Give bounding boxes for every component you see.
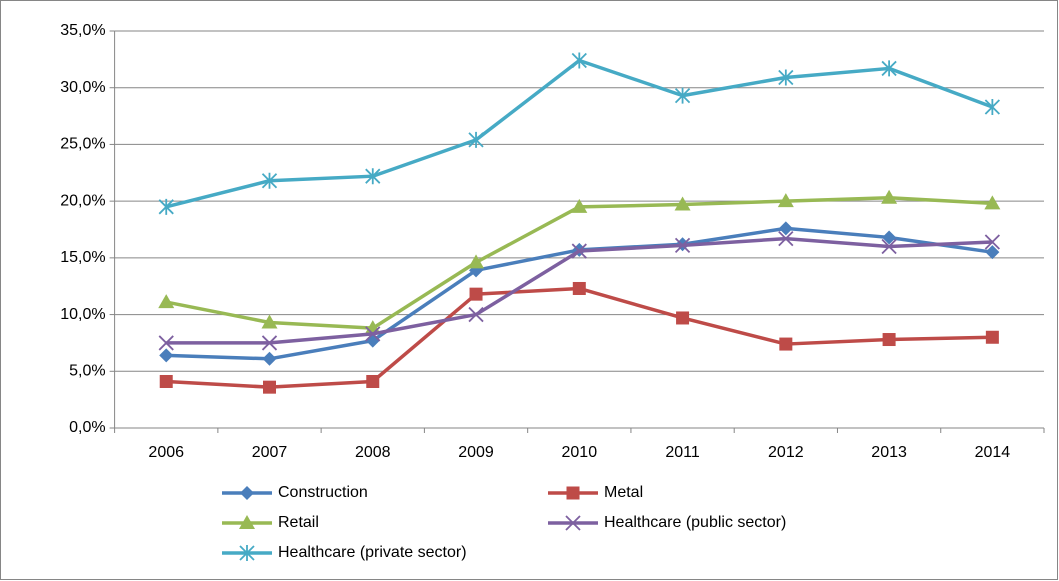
marker xyxy=(674,237,691,254)
marker xyxy=(261,172,278,189)
marker xyxy=(468,306,484,323)
marker xyxy=(263,380,276,394)
marker xyxy=(571,243,587,259)
marker xyxy=(881,238,897,255)
marker xyxy=(158,294,175,309)
marker xyxy=(159,374,173,388)
legend-label: Metal xyxy=(604,484,643,501)
y-tick-label: 5,0% xyxy=(69,363,105,380)
x-tick-label: 2013 xyxy=(871,444,907,461)
marker xyxy=(777,193,794,208)
legend-label: Retail xyxy=(278,514,319,531)
legend-label: Healthcare (private sector) xyxy=(278,544,467,561)
x-tick-label: 2006 xyxy=(148,444,184,461)
marker xyxy=(565,515,581,531)
y-tick-label: 25,0% xyxy=(60,136,105,153)
marker xyxy=(572,281,586,295)
x-tick-label: 2012 xyxy=(768,444,804,461)
marker xyxy=(882,230,897,245)
legend-label: Construction xyxy=(278,484,368,501)
marker xyxy=(881,60,897,77)
marker xyxy=(239,515,255,529)
marker xyxy=(674,196,691,211)
marker xyxy=(261,335,278,351)
marker xyxy=(984,234,1001,250)
marker xyxy=(365,326,381,342)
x-tick-label: 2008 xyxy=(355,444,391,461)
marker xyxy=(779,337,793,351)
marker xyxy=(262,351,277,366)
y-tick-label: 20,0% xyxy=(60,192,105,209)
marker xyxy=(158,198,174,215)
marker xyxy=(468,131,484,148)
marker xyxy=(158,335,174,351)
y-tick-label: 30,0% xyxy=(60,79,105,96)
marker xyxy=(676,311,690,325)
y-tick-label: 15,0% xyxy=(60,249,105,266)
marker xyxy=(674,87,691,104)
x-tick-label: 2007 xyxy=(252,444,288,461)
marker xyxy=(984,195,1001,210)
marker xyxy=(239,545,255,561)
marker xyxy=(984,98,1001,115)
marker xyxy=(778,230,794,247)
marker xyxy=(159,348,174,363)
legend-label: Healthcare (public sector) xyxy=(604,514,786,531)
y-tick-label: 0,0% xyxy=(69,419,105,436)
y-tick-label: 10,0% xyxy=(60,306,105,323)
marker xyxy=(985,330,999,344)
marker xyxy=(571,52,587,69)
marker xyxy=(571,198,588,213)
marker xyxy=(881,189,898,204)
marker xyxy=(366,374,380,388)
x-tick-label: 2009 xyxy=(458,444,494,461)
marker xyxy=(261,314,278,329)
x-tick-label: 2011 xyxy=(665,444,700,461)
marker xyxy=(566,486,580,500)
x-tick-label: 2010 xyxy=(562,444,598,461)
marker xyxy=(469,287,483,301)
marker xyxy=(778,221,793,236)
marker xyxy=(240,486,254,500)
x-tick-label: 2014 xyxy=(975,444,1011,461)
marker xyxy=(882,333,896,347)
marker xyxy=(365,168,381,185)
marker xyxy=(468,254,485,269)
marker xyxy=(985,245,1000,260)
y-tick-label: 35,0% xyxy=(60,22,105,39)
marker xyxy=(778,69,794,86)
